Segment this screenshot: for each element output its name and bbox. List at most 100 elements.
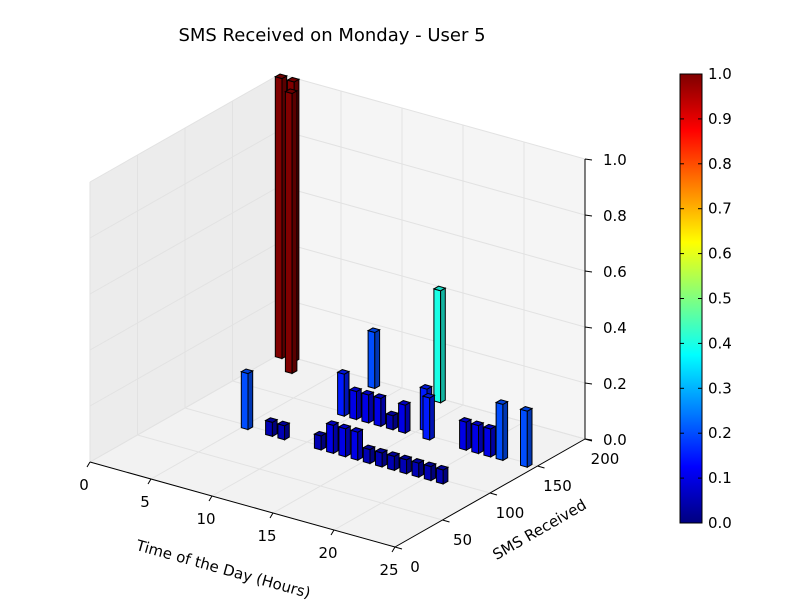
bar-top-face — [494, 399, 509, 405]
bar-side-face — [247, 370, 254, 431]
y-tick-label: 100 — [496, 504, 525, 522]
bar — [372, 393, 387, 428]
colorbar: 0.0 0.1 0.2 0.3 0.4 0.5 0.6 0.7 0.8 0.9 1.0 — [679, 65, 732, 532]
bar — [410, 458, 425, 479]
bar-front-face — [284, 90, 293, 375]
colorbar-tick-label: 0.6 — [708, 245, 732, 263]
bar-front-face — [411, 460, 420, 478]
bars — [240, 73, 534, 485]
bar-top-face — [419, 384, 433, 390]
colorbar-tick-label: 0.4 — [708, 334, 732, 352]
z-tick-label: 0.2 — [603, 375, 627, 393]
bar-side-face — [356, 388, 362, 421]
bar-front-face — [435, 467, 444, 485]
bar-front-face — [399, 457, 408, 475]
x-tick-mark — [86, 461, 91, 468]
z-tick-label: 1.0 — [603, 151, 627, 169]
y-tick-label: 0 — [410, 558, 420, 576]
x-axis-line — [89, 461, 396, 548]
bar — [366, 327, 381, 390]
bar-top-face — [286, 76, 301, 83]
bar-top-face — [240, 368, 254, 375]
bar-side-face — [440, 287, 446, 404]
bar-front-face — [483, 426, 492, 458]
y-tick-mark — [442, 519, 450, 523]
bar-front-face — [459, 419, 467, 451]
bar — [470, 420, 485, 455]
bar-top-face — [325, 420, 340, 426]
bar-top-face — [264, 417, 279, 423]
bar-top-face — [274, 73, 288, 80]
z-tick-mark — [584, 326, 593, 329]
bar-side-face — [380, 394, 387, 428]
x-tick-label: 0 — [79, 476, 89, 494]
bar-front-face — [338, 426, 347, 458]
bar — [349, 427, 364, 462]
colorbar-tick-label: 0.0 — [708, 514, 732, 532]
bar-front-face — [398, 402, 406, 434]
bar-top-face — [398, 454, 413, 461]
bar-top-face — [385, 410, 400, 417]
bar-side-face — [490, 425, 496, 458]
bar — [240, 368, 254, 431]
bar — [397, 400, 412, 435]
y-tick-mark — [489, 492, 498, 496]
bar-top-face — [410, 458, 425, 464]
bar — [494, 399, 509, 462]
bar-side-face — [291, 89, 298, 375]
bar — [386, 451, 401, 472]
bar-front-face — [422, 395, 431, 441]
bar — [284, 88, 299, 375]
bar — [374, 447, 389, 468]
x-tick-label: 5 — [140, 493, 150, 511]
z-tick-label: 0.4 — [603, 319, 627, 337]
bar — [360, 389, 375, 424]
chart-title: SMS Received on Monday - User 5 — [178, 25, 485, 46]
bar-top-face — [348, 386, 363, 393]
x-tick-mark — [208, 495, 213, 502]
bar-side-face — [526, 407, 533, 469]
bar-side-face — [332, 421, 339, 455]
colorbar-tick-label: 0.9 — [708, 110, 732, 128]
bar-front-face — [350, 429, 359, 461]
bar-top-face — [482, 423, 497, 430]
bar-front-face — [277, 423, 286, 441]
x-tick-mark — [391, 546, 396, 553]
bar — [276, 420, 291, 441]
bar-top-face — [360, 389, 375, 396]
z-tick-mark — [584, 214, 593, 217]
colorbar-tick-label: 0.5 — [708, 290, 732, 308]
bar-front-face — [240, 371, 249, 431]
bar-front-face — [326, 422, 334, 455]
y-tick-label: 150 — [543, 477, 572, 495]
bar — [348, 386, 363, 421]
x-tick-mark — [269, 512, 274, 519]
bar-side-face — [465, 418, 472, 452]
bar — [385, 410, 400, 431]
bar-front-face — [495, 401, 504, 462]
bar-side-face — [368, 391, 374, 424]
z-tick-mark — [584, 382, 593, 385]
colorbar-tick-label: 0.7 — [708, 200, 732, 218]
bar — [313, 430, 328, 451]
bar-top-face — [519, 406, 534, 412]
x-tick-label: 20 — [318, 544, 337, 562]
colorbar-tick-label: 0.8 — [708, 155, 732, 173]
bar-side-face — [429, 394, 435, 441]
bar — [336, 369, 351, 418]
bar-front-face — [375, 450, 383, 468]
bar-top-face — [284, 88, 299, 95]
bar — [423, 461, 437, 482]
bar-front-face — [373, 395, 382, 428]
colorbar-tick-label: 1.0 — [708, 65, 732, 83]
y-tick-label: 50 — [453, 531, 472, 549]
bar-front-face — [265, 419, 273, 438]
bar-front-face — [387, 453, 395, 472]
bar-top-face — [423, 461, 437, 468]
bar — [362, 444, 376, 465]
bar-front-face — [349, 389, 357, 421]
z-tick-label: 0.6 — [603, 263, 627, 281]
bar — [264, 417, 279, 438]
